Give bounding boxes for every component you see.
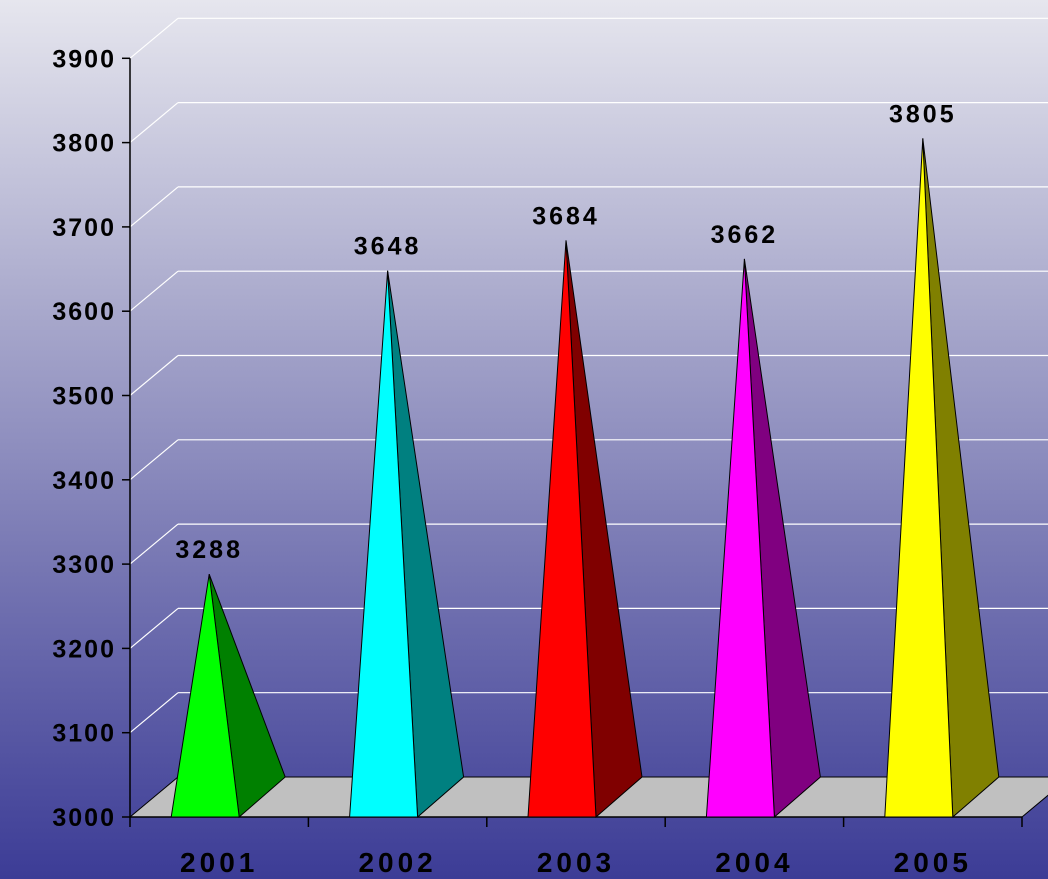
x-tick-label: 2005 [894,847,972,878]
gridline-diagonal [129,355,179,396]
x-tick-label: 2003 [537,847,615,878]
pyramid-bar [170,574,286,818]
y-tick-label: 3000 [52,804,116,832]
gridline-diagonal [129,523,179,565]
gridline-diagonal [129,17,179,59]
axes: 3000 3100 3200 3300 3400 3500 3600 3700 3800 3900… [52,45,1023,878]
y-tick-label: 3700 [52,214,116,242]
data-label: 3648 [354,233,422,261]
x-tick-label: 2004 [715,847,793,878]
y-tick-label: 3800 [52,130,116,158]
y-tick-label: 3500 [52,383,116,411]
pyramid-front-face [884,138,954,818]
x-tick-label: 2002 [358,847,436,878]
pyramids [170,138,1000,819]
pyramid-bar [527,240,643,819]
data-label: 3662 [711,221,779,249]
gridline-diagonal [129,186,179,228]
data-labels: 3288 3648 3684 3662 3805 [175,100,957,564]
data-label: 3288 [175,536,243,564]
gridline-diagonal [129,692,179,734]
y-tick-label: 3400 [52,467,116,495]
y-tick-label: 3300 [52,551,116,579]
data-label: 3684 [532,202,600,230]
pyramid-front-face [170,574,240,818]
gridline-diagonal [129,607,179,649]
gridline-diagonal [129,439,179,481]
pyramid-bar [349,270,465,819]
y-tick-label: 3200 [52,635,116,663]
pyramid-bar [705,258,821,819]
pyramid-front-face [527,240,597,818]
x-tick-label: 2001 [180,847,258,878]
gridline-diagonal [129,102,179,144]
pyramid-bar [884,138,1000,819]
gridlines [129,17,1048,734]
y-tick-label: 3900 [52,45,116,73]
y-tick-label: 3600 [52,298,116,326]
pyramid-front-face [705,258,775,818]
data-label: 3805 [889,100,957,128]
pyramid-front-face [349,270,419,818]
y-tick-label: 3100 [52,720,116,748]
gridline-diagonal [129,270,179,312]
